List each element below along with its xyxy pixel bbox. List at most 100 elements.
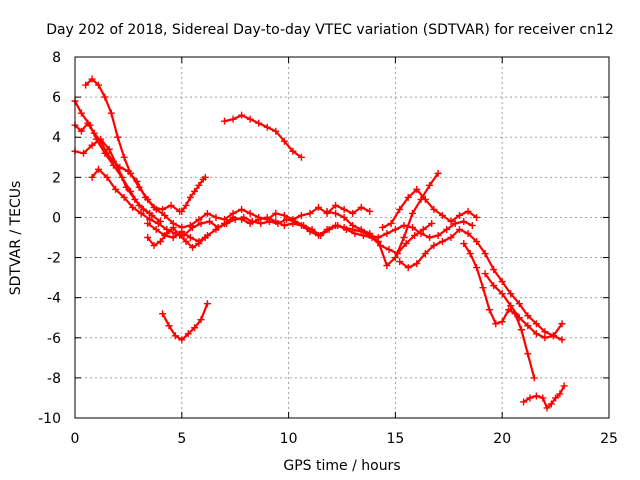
data-point	[526, 394, 534, 402]
data-point	[139, 205, 147, 213]
data-point	[289, 147, 297, 155]
data-point	[473, 213, 481, 221]
data-point	[289, 219, 297, 227]
x-tick-label: 15	[386, 431, 404, 447]
data-point	[191, 187, 199, 195]
data-point	[402, 240, 410, 248]
series-arc-16	[520, 382, 568, 412]
series-line	[325, 172, 440, 267]
data-point	[282, 215, 290, 223]
data-point	[438, 238, 446, 246]
data-point	[182, 201, 190, 209]
data-point	[84, 119, 92, 127]
data-point	[109, 157, 117, 165]
data-point	[246, 115, 254, 123]
data-point	[88, 141, 96, 149]
data-point	[195, 240, 203, 248]
series-arc-15	[481, 270, 566, 342]
data-point	[297, 211, 305, 219]
data-point	[464, 207, 472, 215]
data-point	[105, 145, 113, 153]
data-point	[156, 238, 164, 246]
data-point	[391, 254, 399, 262]
data-point	[332, 201, 340, 209]
series-arc-6	[144, 213, 476, 246]
data-point	[547, 400, 555, 408]
data-point	[272, 127, 280, 135]
data-point	[466, 250, 474, 258]
data-point	[297, 153, 305, 161]
data-point	[88, 173, 96, 181]
data-point	[430, 205, 438, 213]
data-point	[481, 250, 489, 258]
data-point	[473, 238, 481, 246]
data-point	[144, 234, 152, 241]
data-point	[357, 203, 365, 211]
series-arc-10	[221, 111, 305, 161]
data-point	[507, 302, 515, 310]
data-point	[103, 149, 111, 157]
data-point	[558, 320, 566, 328]
data-point	[197, 316, 205, 324]
data-point	[539, 394, 547, 402]
data-point	[400, 221, 408, 229]
data-point	[485, 306, 493, 314]
data-point	[97, 137, 105, 145]
data-point	[280, 221, 288, 229]
series-line	[146, 226, 207, 249]
data-point	[455, 225, 463, 233]
data-point	[430, 242, 438, 250]
data-point	[167, 201, 175, 209]
series-arc-9	[159, 300, 211, 344]
data-point	[421, 250, 429, 258]
series-line	[161, 302, 209, 341]
data-point	[124, 167, 132, 175]
data-point	[460, 240, 468, 248]
data-point	[505, 306, 513, 314]
data-point	[473, 264, 481, 272]
data-point	[263, 123, 271, 131]
data-point	[455, 211, 463, 219]
x-tick-label: 0	[71, 431, 80, 447]
series-line	[398, 228, 564, 341]
data-point	[184, 330, 192, 338]
data-point	[515, 300, 523, 308]
data-point	[552, 394, 560, 402]
data-point	[94, 165, 102, 173]
data-point	[408, 223, 416, 231]
chart-title: Day 202 of 2018, Sidereal Day-to-day VTE…	[46, 22, 614, 38]
series-arc-5	[88, 165, 436, 258]
y-tick-label: 6	[52, 90, 61, 106]
data-point	[306, 209, 314, 217]
data-point	[498, 318, 506, 326]
data-point	[263, 213, 271, 221]
data-point	[443, 225, 451, 233]
data-point	[524, 350, 532, 358]
data-point	[543, 404, 551, 412]
data-point	[498, 290, 506, 298]
data-point	[408, 209, 416, 217]
data-point	[374, 238, 382, 246]
data-point	[332, 221, 340, 229]
data-point	[383, 229, 391, 237]
data-point	[426, 181, 434, 189]
data-point	[411, 231, 419, 239]
data-point	[490, 266, 498, 274]
data-point	[112, 185, 120, 193]
data-point	[490, 282, 498, 290]
data-point	[530, 374, 538, 382]
data-point	[541, 328, 549, 336]
data-point	[315, 203, 323, 211]
data-point	[88, 75, 96, 83]
data-point	[532, 330, 540, 338]
data-point	[524, 312, 532, 320]
data-point	[434, 169, 442, 177]
data-point	[137, 209, 145, 217]
data-point	[169, 223, 177, 231]
data-point	[520, 398, 528, 406]
data-point	[154, 219, 162, 227]
data-point	[464, 229, 472, 237]
y-tick-label: -4	[47, 291, 61, 307]
x-tick-label: 10	[280, 431, 298, 447]
series-arc-13	[396, 225, 566, 344]
